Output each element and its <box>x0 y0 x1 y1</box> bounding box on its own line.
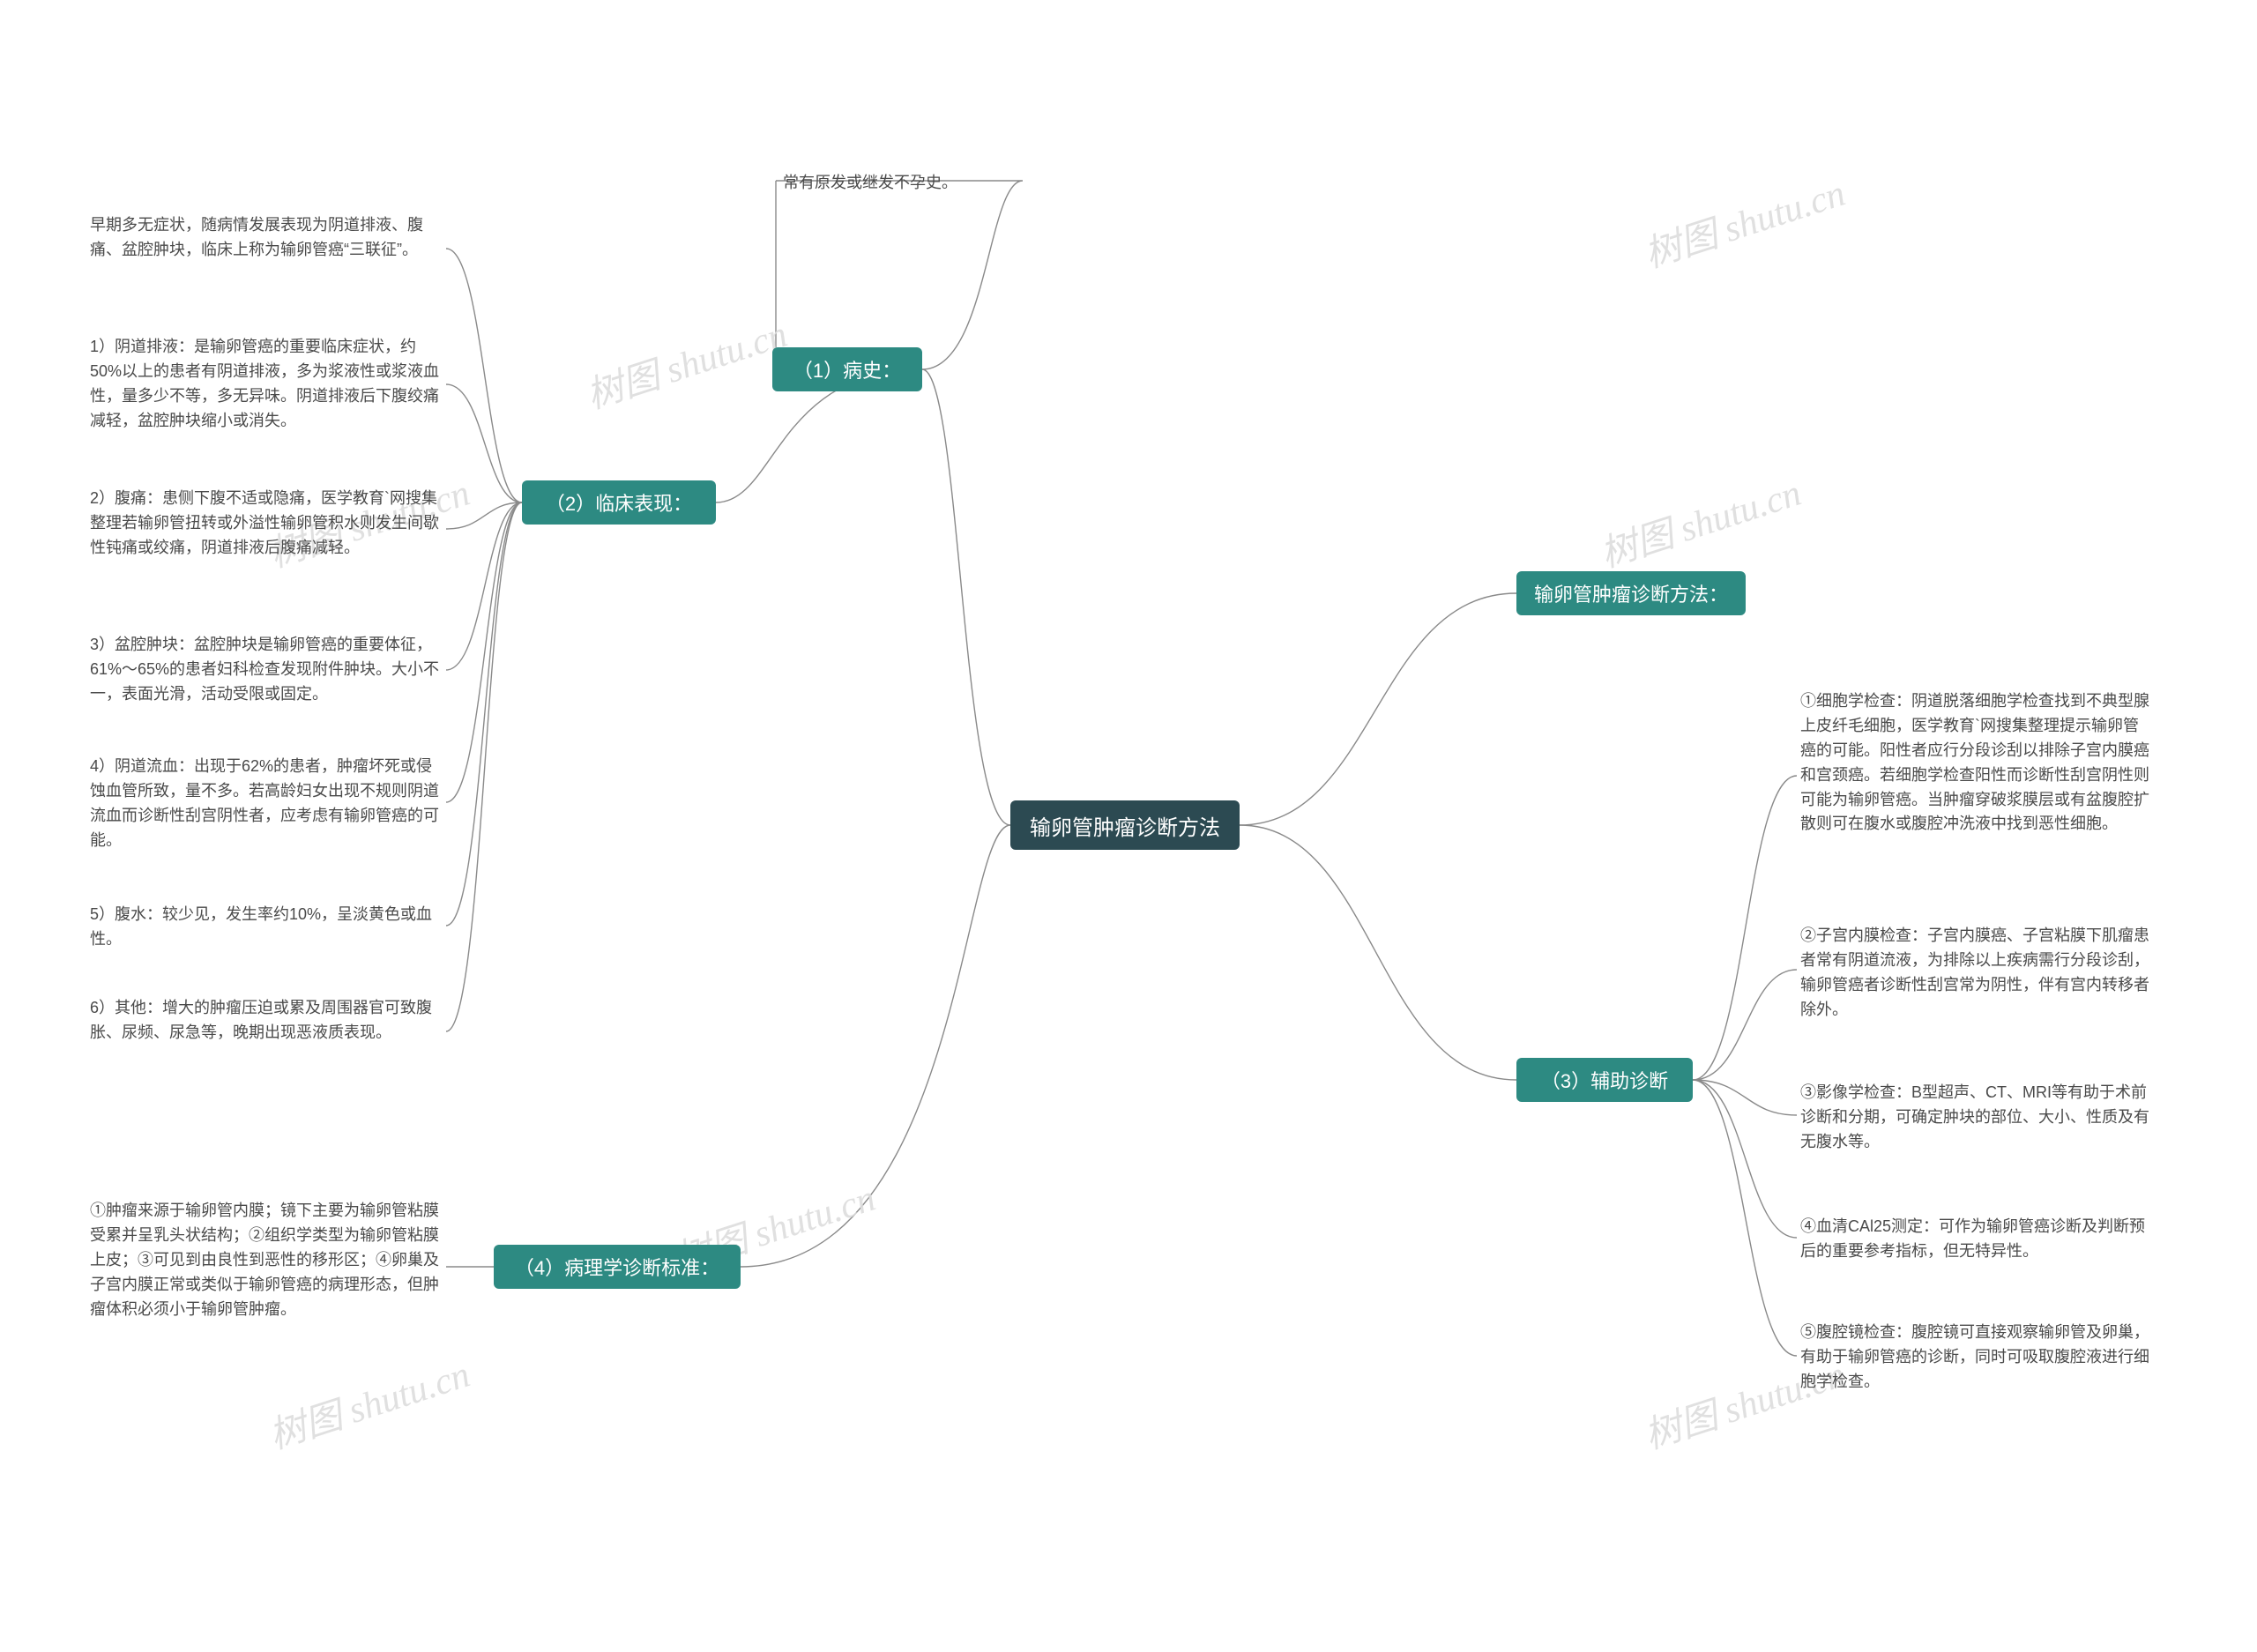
branch-clinical[interactable]: （2）临床表现： <box>522 480 716 525</box>
leaf-pathology-1: ①肿瘤来源于输卵管内膜；镜下主要为输卵管粘膜受累并呈乳头状结构；②组织学类型为输… <box>90 1199 443 1321</box>
leaf-aux-1: ①细胞学检查：阴道脱落细胞学检查找到不典型腺上皮纤毛细胞，医学教育`网搜集整理提… <box>1800 689 2153 837</box>
branch-label: （2）临床表现： <box>546 488 692 517</box>
branch-auxiliary[interactable]: （3）辅助诊断 <box>1516 1058 1693 1102</box>
branch-label: （3）辅助诊断 <box>1541 1066 1668 1094</box>
branch-label: 输卵管肿瘤诊断方法： <box>1534 579 1728 607</box>
branch-methods[interactable]: 输卵管肿瘤诊断方法： <box>1516 571 1746 615</box>
leaf-history-1: 常有原发或继发不孕史。 <box>783 171 1083 196</box>
leaf-aux-3: ③影像学检查：B型超声、CT、MRI等有助于术前诊断和分期，可确定肿块的部位、大… <box>1800 1081 2153 1155</box>
leaf-clinical-3: 3）盆腔肿块：盆腔肿块是输卵管癌的重要体征，61%～65%的患者妇科检查发现附件… <box>90 633 443 707</box>
leaf-aux-2: ②子宫内膜检查：子宫内膜癌、子宫粘膜下肌瘤患者常有阴道流液，为排除以上疾病需行分… <box>1800 924 2153 1023</box>
mindmap-root[interactable]: 输卵管肿瘤诊断方法 <box>1010 800 1240 850</box>
branch-label: （4）病理学诊断标准： <box>515 1253 719 1281</box>
branch-label: （1）病史： <box>793 355 901 383</box>
watermark: 树图 shutu.cn <box>578 304 793 420</box>
leaf-clinical-6: 6）其他：增大的肿瘤压迫或累及周围器官可致腹胀、尿频、尿急等，晚期出现恶液质表现… <box>90 996 443 1046</box>
leaf-clinical-5: 5）腹水：较少见，发生率约10%，呈淡黄色或血性。 <box>90 903 443 952</box>
branch-history[interactable]: （1）病史： <box>772 347 922 391</box>
branch-pathology[interactable]: （4）病理学诊断标准： <box>494 1245 741 1289</box>
leaf-clinical-intro: 早期多无症状，随病情发展表现为阴道排液、腹痛、盆腔肿块，临床上称为输卵管癌“三联… <box>90 213 443 263</box>
leaf-clinical-4: 4）阴道流血：出现于62%的患者，肿瘤坏死或侵蚀血管所致，量不多。若高龄妇女出现… <box>90 755 443 853</box>
leaf-aux-4: ④血清CAl25测定：可作为输卵管癌诊断及判断预后的重要参考指标，但无特异性。 <box>1800 1215 2153 1264</box>
watermark: 树图 shutu.cn <box>261 1344 475 1460</box>
leaf-clinical-1: 1）阴道排液：是输卵管癌的重要临床症状，约50%以上的患者有阴道排液，多为浆液性… <box>90 335 443 434</box>
leaf-aux-5: ⑤腹腔镜检查：腹腔镜可直接观察输卵管及卵巢，有助于输卵管癌的诊断，同时可吸取腹腔… <box>1800 1321 2153 1395</box>
root-label: 输卵管肿瘤诊断方法 <box>1030 810 1220 841</box>
leaf-clinical-2: 2）腹痛：患侧下腹不适或隐痛，医学教育`网搜集整理若输卵管扭转或外溢性输卵管积水… <box>90 487 443 561</box>
watermark: 树图 shutu.cn <box>1636 163 1851 279</box>
watermark: 树图 shutu.cn <box>1592 463 1806 578</box>
